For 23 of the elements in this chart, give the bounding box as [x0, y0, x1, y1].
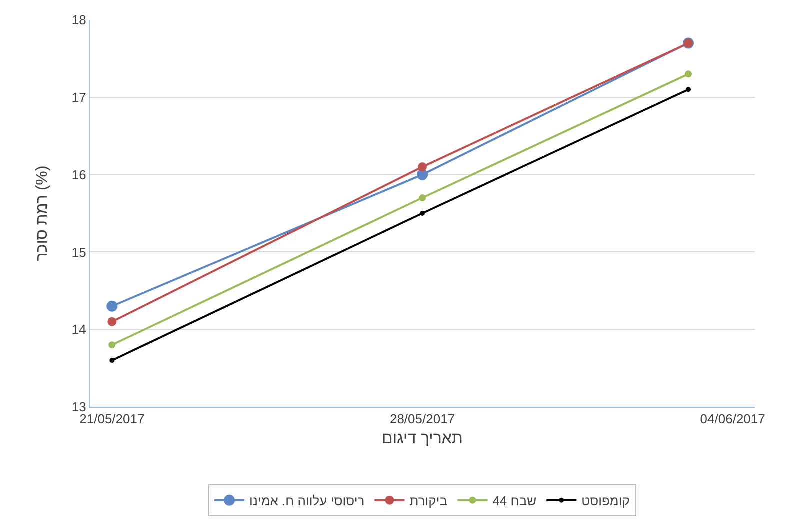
legend-label: קומפוסט — [582, 493, 630, 508]
point — [685, 70, 692, 78]
point — [417, 169, 428, 180]
point — [110, 358, 115, 364]
y-tick-label: 14 — [72, 322, 86, 338]
y-axis-title: רמת סוכר (%) — [34, 166, 51, 262]
legend-label: שבח 44 — [492, 493, 537, 508]
y-tick-label: 16 — [72, 167, 86, 182]
point — [108, 317, 117, 326]
y-tick-label: 17 — [72, 90, 86, 105]
point — [420, 211, 425, 216]
point — [418, 162, 427, 172]
point — [106, 300, 118, 312]
point — [686, 87, 691, 92]
x-tick-label: 28/05/2017 — [390, 412, 456, 427]
y-tick-label: 18 — [72, 12, 86, 28]
legend-label: ריסוסי עלווה ח. אמינו — [250, 493, 365, 508]
legend-label: ביקורת — [410, 493, 448, 508]
y-tick-label: 15 — [72, 244, 86, 260]
x-axis-title: תאריך דיגום — [382, 430, 463, 448]
point — [108, 342, 116, 349]
point — [419, 194, 426, 202]
x-tick-label: 04/06/2017 — [700, 412, 766, 427]
